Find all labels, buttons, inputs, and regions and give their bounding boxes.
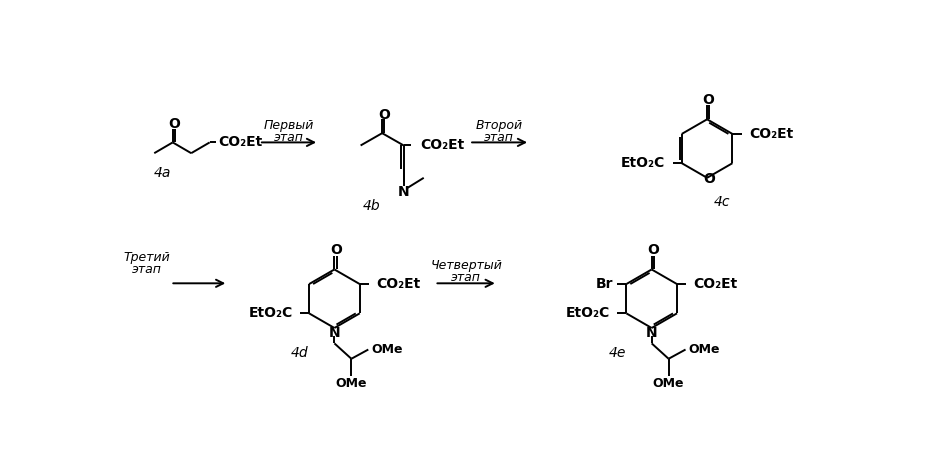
Text: этап: этап xyxy=(451,271,481,284)
Text: O: O xyxy=(703,172,716,186)
Text: 4c: 4c xyxy=(715,196,731,210)
Text: CO₂Et: CO₂Et xyxy=(420,139,464,153)
Text: этап: этап xyxy=(274,131,304,144)
Text: этап: этап xyxy=(484,131,514,144)
Text: N: N xyxy=(398,185,410,199)
Text: Третий: Третий xyxy=(124,251,171,264)
Text: EtO₂C: EtO₂C xyxy=(621,156,666,170)
Text: 4b: 4b xyxy=(362,199,380,213)
Text: CO₂Et: CO₂Et xyxy=(218,135,262,149)
Text: O: O xyxy=(168,117,180,131)
Text: 4d: 4d xyxy=(291,345,309,359)
Text: CO₂Et: CO₂Et xyxy=(749,127,793,141)
Text: 4a: 4a xyxy=(154,166,172,180)
Text: OMe: OMe xyxy=(688,343,719,356)
Text: OMe: OMe xyxy=(336,377,367,390)
Text: EtO₂C: EtO₂C xyxy=(565,307,610,320)
Text: Первый: Первый xyxy=(263,119,314,132)
Text: CO₂Et: CO₂Et xyxy=(376,277,420,291)
Text: Второй: Второй xyxy=(476,119,523,132)
Text: O: O xyxy=(702,93,715,107)
Text: OMe: OMe xyxy=(371,343,402,356)
Text: N: N xyxy=(646,326,657,340)
Text: N: N xyxy=(329,326,340,340)
Text: Br: Br xyxy=(596,277,614,291)
Text: O: O xyxy=(330,243,342,257)
Text: 4e: 4e xyxy=(608,345,626,359)
Text: этап: этап xyxy=(132,263,162,276)
Text: O: O xyxy=(648,243,659,257)
Text: CO₂Et: CO₂Et xyxy=(694,277,737,291)
Text: Четвертый: Четвертый xyxy=(430,259,502,272)
Text: O: O xyxy=(378,108,390,122)
Text: EtO₂C: EtO₂C xyxy=(248,307,293,320)
Text: OMe: OMe xyxy=(653,377,684,390)
